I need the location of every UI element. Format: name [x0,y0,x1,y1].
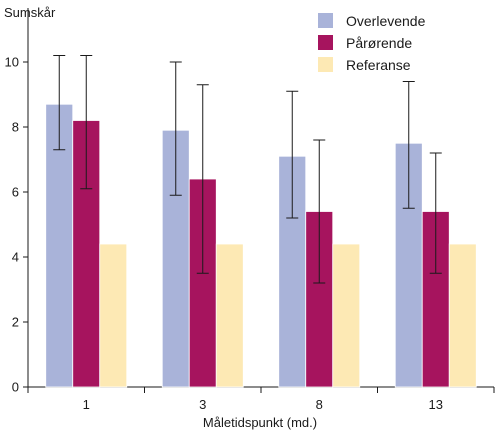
bars [45,103,477,388]
legend-swatch [318,57,333,72]
y-axis-title: Sumskår [4,5,56,20]
y-tick-label: 10 [5,55,19,70]
error-bar [429,152,442,274]
bar-referanse-8 [332,243,361,388]
legend-label: Pårørende [346,35,412,51]
error-bar [53,55,66,151]
error-bar [80,55,93,190]
y-tick-label: 4 [12,250,19,265]
bar-referanse-3 [215,243,244,388]
x-axis-title: Måletidspunkt (md.) [203,415,317,430]
legend-label: Referanse [346,57,411,73]
y-tick-label: 0 [12,380,19,395]
error-bar [286,90,299,219]
legend: Overlevende Pårørende Referanse [318,13,426,73]
legend-item: Referanse [318,57,411,73]
legend-label: Overlevende [346,13,426,29]
x-tick-label: 1 [83,397,90,412]
error-bar [313,139,326,284]
legend-swatch [318,13,333,28]
error-bar [196,84,209,274]
bar-referanse-1 [99,243,128,388]
error-bar [402,81,415,209]
bar-referanse-13 [448,243,477,388]
legend-item: Overlevende [318,13,426,29]
legend-item: Pårørende [318,35,412,51]
error-bars [53,55,442,284]
error-bar [169,61,182,196]
y-tick-label: 8 [12,120,19,135]
x-tick-label: 8 [316,397,323,412]
y-tick-label: 6 [12,185,19,200]
x-tick-label: 13 [429,397,443,412]
y-tick-label: 2 [12,315,19,330]
legend-swatch [318,35,333,50]
x-tick-label: 3 [199,397,206,412]
